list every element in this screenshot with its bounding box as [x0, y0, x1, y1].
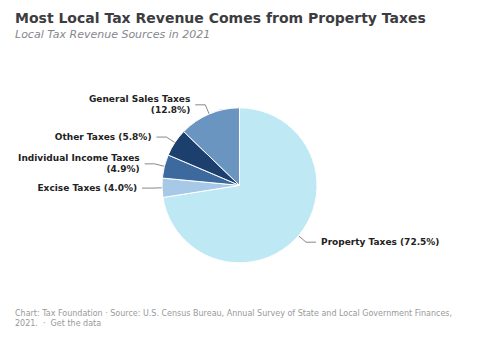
svg-text:Local Tax Revenue Sources in 2: Local Tax Revenue Sources in 2021 [15, 28, 210, 41]
svg-text:Property Taxes (72.5%): Property Taxes (72.5%) [321, 237, 439, 247]
svg-text:Excise Taxes (4.0%): Excise Taxes (4.0%) [37, 183, 137, 193]
svg-text:(4.9%): (4.9%) [106, 164, 139, 174]
svg-text:(12.8%): (12.8%) [151, 105, 190, 115]
svg-text:Individual Income Taxes: Individual Income Taxes [18, 153, 140, 163]
svg-text:Other Taxes (5.8%): Other Taxes (5.8%) [55, 132, 152, 142]
svg-text:Chart: Tax Foundation · Source: Chart: Tax Foundation · Source: U.S. Cen… [15, 309, 455, 318]
svg-text:2021. · Get the data: 2021. · Get the data [15, 319, 101, 328]
svg-text:Most Local Tax Revenue Comes f: Most Local Tax Revenue Comes from Proper… [15, 10, 426, 26]
svg-text:General Sales Taxes: General Sales Taxes [89, 94, 190, 104]
